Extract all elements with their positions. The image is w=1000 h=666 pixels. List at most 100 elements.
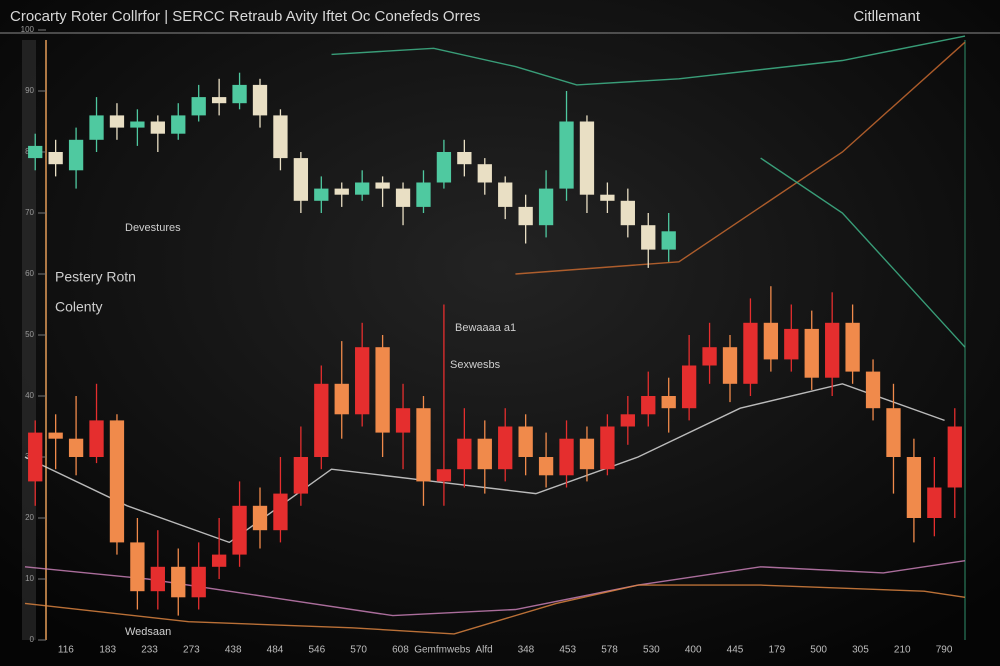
y-tick-label: 40 bbox=[25, 391, 34, 400]
candle-body bbox=[600, 194, 615, 201]
candle-body bbox=[579, 121, 595, 195]
candle-body bbox=[681, 365, 697, 409]
candle-body bbox=[48, 432, 63, 439]
candle-body bbox=[89, 420, 104, 457]
overlay-line bbox=[515, 41, 966, 275]
y-tick-label: 60 bbox=[25, 269, 34, 278]
x-tick-label: 305 bbox=[852, 645, 869, 656]
overlay-line bbox=[331, 35, 966, 86]
candle-body bbox=[28, 432, 43, 482]
candle-body bbox=[702, 347, 717, 366]
candle-body bbox=[457, 438, 472, 470]
candle-body bbox=[641, 396, 656, 415]
candle-body bbox=[375, 347, 390, 433]
x-tick-label: 530 bbox=[643, 645, 660, 656]
candle-body bbox=[28, 145, 43, 159]
candle-body bbox=[518, 206, 533, 226]
x-tick-label: 183 bbox=[99, 645, 116, 656]
x-tick-label: 608 bbox=[392, 645, 409, 656]
candle-body bbox=[232, 505, 247, 555]
x-tick-label: 179 bbox=[768, 645, 785, 656]
candle-body bbox=[661, 396, 676, 409]
overlay-line bbox=[24, 584, 966, 635]
candle-body bbox=[538, 188, 554, 226]
x-tick-label: 484 bbox=[267, 645, 284, 656]
y-tick-label: 100 bbox=[21, 25, 35, 34]
x-tick-label: 273 bbox=[183, 645, 200, 656]
x-tick-label: 210 bbox=[894, 645, 911, 656]
candle-body bbox=[293, 158, 309, 201]
candle-body bbox=[211, 554, 227, 567]
x-tick-label: 570 bbox=[350, 645, 367, 656]
annotation: Pestery Rotn bbox=[55, 269, 136, 285]
chart-title: Crocarty Roter Collrfor | SERCC Retraub … bbox=[10, 8, 480, 25]
candle-body bbox=[48, 152, 63, 165]
x-tick-label: 578 bbox=[601, 645, 618, 656]
candle-body bbox=[130, 542, 145, 592]
candle-body bbox=[273, 493, 288, 531]
candle-body bbox=[498, 426, 513, 470]
annotation: Colenty bbox=[55, 299, 102, 315]
candle-body bbox=[191, 97, 206, 116]
candle-body bbox=[171, 115, 186, 134]
candle-body bbox=[620, 200, 635, 226]
x-tick-label: 546 bbox=[308, 645, 325, 656]
candle-body bbox=[273, 115, 288, 159]
legend-text: Citllemant bbox=[853, 8, 921, 25]
candle-body bbox=[477, 164, 492, 183]
candle-body bbox=[620, 414, 635, 427]
candle-body bbox=[763, 322, 779, 360]
candle-body bbox=[375, 182, 390, 189]
candle-body bbox=[150, 566, 165, 592]
candle-body bbox=[355, 347, 370, 415]
candle-body bbox=[865, 371, 881, 409]
candle-body bbox=[252, 505, 268, 531]
candle-body bbox=[477, 438, 492, 470]
overlay-line bbox=[24, 560, 966, 617]
candle-body bbox=[498, 182, 513, 207]
candle-body bbox=[171, 566, 186, 598]
candle-body bbox=[927, 487, 942, 518]
candle-body bbox=[600, 426, 615, 470]
candle-body bbox=[109, 115, 125, 128]
candle-body bbox=[395, 188, 411, 207]
annotation: Sexwesbs bbox=[450, 359, 501, 371]
candle-body bbox=[232, 84, 247, 104]
candle-body bbox=[559, 438, 574, 476]
candle-body bbox=[722, 347, 738, 384]
x-tick-label: 445 bbox=[727, 645, 744, 656]
candle-body bbox=[845, 322, 860, 372]
candle-body bbox=[334, 188, 349, 195]
candle-body bbox=[252, 84, 268, 116]
candle-body bbox=[804, 328, 819, 378]
x-tick-label: 453 bbox=[559, 645, 576, 656]
candle-body bbox=[334, 383, 349, 415]
candle-body bbox=[784, 328, 799, 360]
x-tick-label: 790 bbox=[936, 645, 953, 656]
candle-body bbox=[661, 231, 676, 250]
annotation: Wedsaan bbox=[125, 626, 171, 638]
candle-body bbox=[293, 457, 309, 494]
candle-body bbox=[641, 225, 656, 250]
candle-body bbox=[211, 97, 227, 104]
y-tick-label: 20 bbox=[25, 513, 34, 522]
x-tick-label: 348 bbox=[518, 645, 535, 656]
annotation: Devestures bbox=[125, 222, 181, 234]
candle-body bbox=[457, 152, 472, 165]
candle-body bbox=[436, 469, 452, 482]
candle-body bbox=[68, 139, 84, 171]
x-tick-label: 233 bbox=[141, 645, 158, 656]
candle-body bbox=[416, 408, 431, 482]
candle-body bbox=[743, 322, 758, 384]
candle-body bbox=[579, 438, 595, 470]
y-tick-label: 50 bbox=[25, 330, 34, 339]
candle-body bbox=[825, 322, 840, 378]
candle-body bbox=[886, 408, 901, 457]
candle-body bbox=[436, 152, 452, 183]
y-tick-label: 0 bbox=[30, 635, 35, 644]
y-tick-label: 90 bbox=[25, 86, 34, 95]
candle-body bbox=[559, 121, 574, 189]
candle-body bbox=[355, 182, 370, 195]
candle-body bbox=[130, 121, 145, 128]
